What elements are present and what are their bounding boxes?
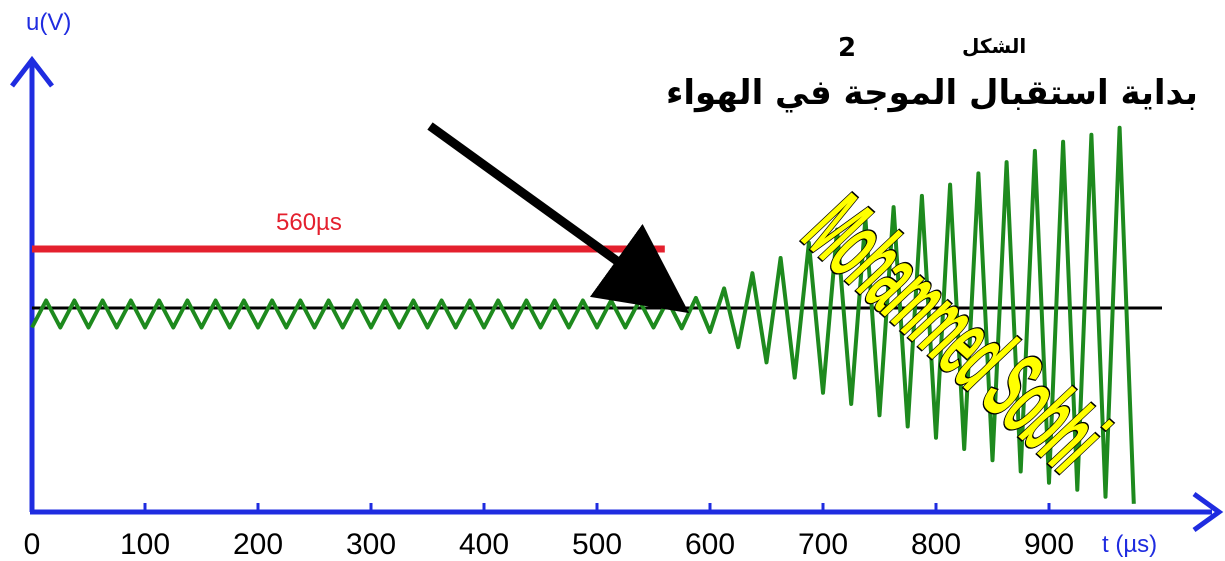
x-tick-labels: 0 100 200 300 400 500 600 700 800 900 [24, 528, 1074, 561]
x-tick-label-0: 0 [24, 528, 41, 561]
x-tick-label-300: 300 [346, 528, 396, 561]
x-axis-arrow [1192, 491, 1224, 533]
x-tick-label-900: 900 [1024, 528, 1074, 561]
duration-label: 560µs [276, 209, 342, 236]
x-tick-label-100: 100 [120, 528, 170, 561]
y-axis-arrow [10, 55, 54, 88]
figure-label: الشكل [962, 34, 1026, 58]
x-tick-label-400: 400 [459, 528, 509, 561]
x-tick-label-500: 500 [572, 528, 622, 561]
x-tick-label-600: 600 [685, 528, 735, 561]
x-tick-label-700: 700 [798, 528, 848, 561]
x-tick-label-200: 200 [233, 528, 283, 561]
x-tick-marks [30, 503, 1051, 512]
annotation-text: بداية استقبال الموجة في الهواء [666, 73, 1198, 113]
x-tick-label-800: 800 [911, 528, 961, 561]
y-axis-label: u(V) [26, 9, 71, 36]
signal-series [30, 125, 1136, 504]
figure-number: 2 [838, 33, 856, 63]
watermark-logo: Mohammed Sobhi [785, 173, 1124, 494]
x-axis-label: t (µs) [1102, 531, 1157, 558]
annotation-arrow [427, 122, 690, 314]
